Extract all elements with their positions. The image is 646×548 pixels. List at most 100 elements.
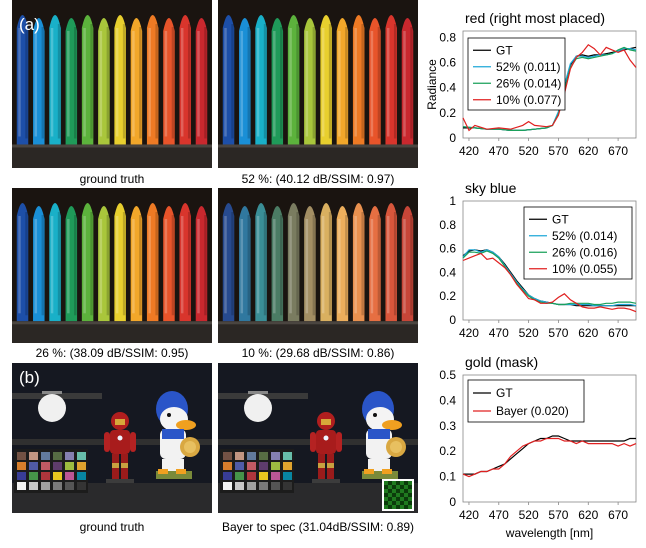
chart-3: 0 0.1 0.2 0.3 0.4 0.5 420 470 520 570 620 670 gold (… [439,354,637,540]
legend: GT Bayer (0.020) [467,379,585,423]
y-axis-label: Radiance [425,59,439,110]
x-tick-label: 570 [548,326,568,340]
donald-duck-figure [156,391,200,479]
photo-background [12,0,212,168]
crayon [239,18,251,145]
legend-label: 26% (0.014) [496,76,561,90]
chart-title: sky blue [465,180,517,196]
crayon [146,15,159,145]
y-tick-label: 0.8 [439,218,456,232]
crayon [130,18,143,145]
crayon-tray [12,321,212,343]
crayon [81,15,94,145]
crayon [33,18,45,145]
image-bayer-scene [218,363,418,513]
legend-label: GT [496,43,513,57]
series-line [462,252,637,313]
crayon [81,203,94,322]
image-52-crayons [218,0,418,168]
crayon [255,15,267,145]
y-tick-label: 0.6 [439,55,456,69]
white-sphere [38,394,66,422]
crayon [401,206,414,322]
caption-52-percent: 52 %: (40.12 dB/SSIM: 0.97) [241,172,395,186]
y-tick-label: 0 [449,131,456,145]
y-tick-label: 0.8 [439,30,456,44]
y-tick-label: 0.4 [439,393,456,407]
crayon [287,15,300,145]
x-axis-label: wavelength [nm] [505,526,593,540]
x-tick-label: 620 [578,144,598,158]
bayer-pattern-inset [382,479,414,511]
crayon [271,18,284,145]
legend-label: Bayer (0.020) [496,404,569,418]
legend-label: 26% (0.016) [552,245,617,259]
x-tick-label: 520 [519,144,539,158]
crayon-tray [218,321,418,343]
x-tick-label: 470 [489,326,509,340]
legend-label: 10% (0.055) [552,262,617,276]
y-tick-label: 1 [449,194,456,208]
crayon [179,203,191,322]
crayon [114,15,126,145]
label-b: (b) [19,368,40,387]
y-tick-label: 0.3 [439,419,456,433]
crayon [304,206,316,322]
crayon [385,15,397,145]
x-tick-label: 470 [489,144,509,158]
crayon [98,206,110,322]
chart-1: 0 0.2 0.4 0.6 0.8 420 470 520 570 620 670 red (righ… [425,10,637,158]
crayon [65,18,78,145]
image-gt-scene [12,363,212,513]
chart-2: 0 0.2 0.4 0.6 0.8 1 420 470 520 570 620 670 sky blue… [439,180,637,340]
x-tick-label: 620 [578,508,598,522]
photo-background [218,188,418,343]
crayon [369,206,381,322]
crayon [195,18,208,145]
crayon-tray [218,144,418,168]
chart-title: gold (mask) [465,354,538,370]
x-tick-label: 620 [578,326,598,340]
y-tick-label: 0 [449,313,456,327]
crayon [369,18,381,145]
legend-label: 52% (0.011) [496,60,560,74]
x-tick-label: 420 [459,144,479,158]
crayon [146,203,159,322]
legend: GT 52% (0.011) 26% (0.014) 10% (0.077) [467,37,566,111]
y-tick-label: 0.1 [439,470,456,484]
caption-10-percent: 10 %: (29.68 dB/SSIM: 0.86) [241,346,395,360]
y-tick-label: 0.2 [439,444,456,458]
crayon [385,203,397,322]
x-tick-label: 520 [519,326,539,340]
crayon [114,203,126,322]
crayon [16,15,29,145]
crayon [65,206,78,322]
crayon [271,206,284,322]
crayon [336,206,349,322]
photo-background [218,0,418,168]
crayon [304,18,316,145]
image-26-crayons [12,188,212,343]
chart-title: red (right most placed) [465,10,605,26]
y-tick-label: 0.4 [439,81,456,95]
image-gt-crayons [12,0,212,168]
x-tick-label: 420 [459,508,479,522]
x-tick-label: 670 [608,508,628,522]
photo-background [12,188,212,343]
caption-26-percent: 26 %: (38.09 dB/SSIM: 0.95) [35,346,189,360]
crayon [16,203,29,322]
x-tick-label: 570 [548,144,568,158]
caption-ground-truth-a: ground truth [79,172,145,186]
legend: GT 52% (0.014) 26% (0.016) 10% (0.055) [523,206,633,280]
white-sphere [244,394,272,422]
y-tick-label: 0.2 [439,289,456,303]
crayon [222,15,235,145]
crayon [320,203,332,322]
crayon [239,206,251,322]
crayon [352,15,365,145]
y-tick-label: 0.4 [439,265,456,279]
crayon [130,206,143,322]
y-tick-label: 0.2 [439,106,456,120]
crayon [163,206,175,322]
